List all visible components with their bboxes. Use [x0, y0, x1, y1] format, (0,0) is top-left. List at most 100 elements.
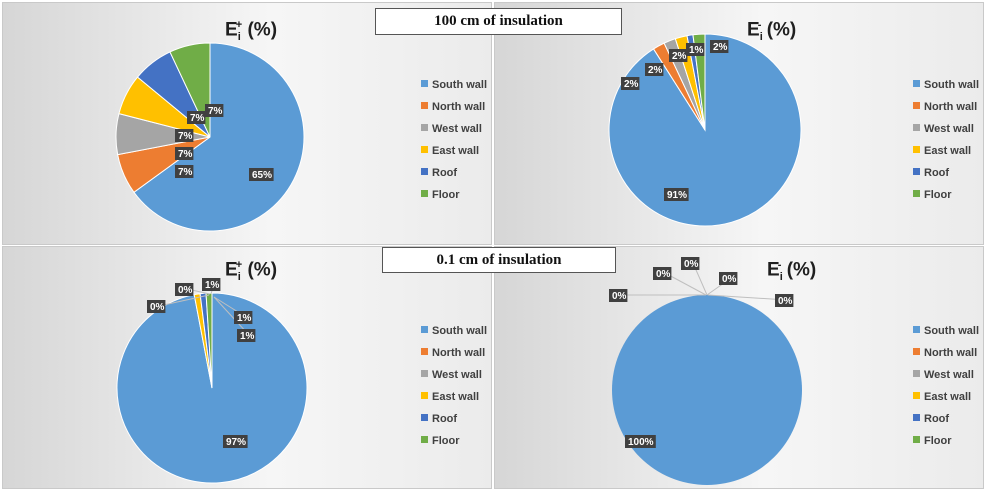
chart-title-sub: i — [759, 31, 763, 44]
legend-swatch — [421, 102, 428, 109]
legend-item-west-wall: West wall — [421, 369, 482, 383]
banner-0-1cm: 0.1 cm of insulation — [382, 247, 616, 273]
legend-item-floor: Floor — [421, 189, 460, 203]
data-label: 7% — [175, 147, 194, 160]
legend-label: South wall — [432, 79, 487, 91]
legend-label: West wall — [432, 123, 482, 135]
data-label: 1% — [237, 329, 256, 342]
chart-title: Ei- (%) — [767, 259, 816, 283]
pie-chart-top-right: 91% 2% 2% 2% 1% 2% Ei- (%) South wall North wall… — [494, 2, 984, 245]
data-label-text: 91% — [667, 190, 687, 201]
data-label-bg — [775, 294, 794, 307]
legend-item-south-wall: South wall — [913, 79, 979, 93]
leader-line — [664, 272, 707, 296]
legend-swatch — [421, 392, 428, 399]
legend-label: East wall — [432, 145, 480, 157]
legend-item-west-wall: West wall — [421, 123, 482, 137]
data-label-text: 1% — [689, 45, 704, 56]
data-label-text: 7% — [190, 113, 205, 124]
data-label: 0% — [609, 289, 628, 302]
legend-item-roof: Roof — [421, 413, 457, 427]
chart-title-main: E — [767, 259, 780, 281]
data-label-bg — [625, 435, 656, 448]
legend-label: East wall — [432, 391, 480, 403]
data-label-bg — [234, 311, 253, 324]
data-label: 1% — [202, 278, 221, 291]
pie-svg: 65%7%7%7%7%7% — [115, 42, 305, 232]
leader-line — [707, 294, 788, 301]
legend-swatch — [913, 168, 920, 175]
legend-swatch — [913, 102, 920, 109]
legend-label: North wall — [432, 347, 486, 359]
legend-item-east-wall: East wall — [421, 145, 479, 159]
data-label: 7% — [187, 111, 206, 124]
data-label: 1% — [234, 311, 253, 324]
legend-label: West wall — [924, 123, 974, 135]
data-label-text: 1% — [237, 313, 252, 324]
data-label: 65% — [249, 168, 274, 181]
legend-swatch — [421, 414, 428, 421]
pie-slice-floor — [692, 33, 706, 131]
legend-label: North wall — [924, 101, 978, 113]
legend-label: Roof — [924, 167, 950, 179]
chart-title-sup: - — [777, 259, 782, 271]
data-label: 0% — [681, 257, 700, 270]
data-label-text: 7% — [178, 131, 193, 142]
data-label-bg — [719, 272, 738, 285]
data-label: 100% — [625, 435, 656, 448]
data-label: 0% — [175, 283, 194, 296]
legend-swatch — [913, 414, 920, 421]
pie-chart-top-left: 65% 7% 7% 7% 7% 7% Ei+ (%) South wall North wall… — [2, 2, 492, 245]
data-label: 7% — [175, 165, 194, 178]
legend-label: Floor — [924, 435, 952, 447]
data-label-bg — [645, 63, 664, 76]
data-label-text: 0% — [150, 302, 165, 313]
legend-swatch — [913, 370, 920, 377]
data-label: 2% — [645, 63, 664, 76]
legend-swatch — [421, 168, 428, 175]
data-label: 91% — [664, 188, 689, 201]
legend-item-roof: Roof — [913, 413, 949, 427]
legend-item-roof: Roof — [421, 167, 457, 181]
chart-title: Ei+ (%) — [225, 259, 277, 283]
legend-item-floor: Floor — [913, 189, 952, 203]
legend-label: West wall — [432, 369, 482, 381]
legend-swatch — [421, 124, 428, 131]
data-label-text: 1% — [240, 331, 255, 342]
data-label-text: 7% — [208, 106, 223, 117]
legend-item-south-wall: South wall — [913, 325, 979, 339]
data-label-text: 100% — [628, 437, 654, 448]
legend-item-south-wall: South wall — [421, 325, 487, 339]
data-label-text: 0% — [612, 291, 627, 302]
pie-slice-south-wall — [133, 42, 305, 232]
data-label-text: 7% — [178, 149, 193, 160]
data-label-text: 2% — [624, 79, 639, 90]
legend-swatch — [421, 146, 428, 153]
data-label-text: 97% — [226, 437, 246, 448]
legend-swatch — [421, 348, 428, 355]
data-label-text: 0% — [684, 259, 699, 270]
data-label-text: 1% — [205, 280, 220, 291]
chart-title-sub: i — [237, 271, 241, 284]
chart-title-tail: (%) — [242, 259, 278, 281]
chart-title-sub: i — [779, 271, 783, 284]
data-label-bg — [147, 300, 166, 313]
data-label-bg — [175, 165, 194, 178]
legend-item-east-wall: East wall — [913, 145, 971, 159]
leader-line — [213, 296, 250, 336]
data-label-bg — [710, 40, 729, 53]
data-label-bg — [249, 168, 274, 181]
data-label-text: 0% — [656, 269, 671, 280]
legend-item-east-wall: East wall — [421, 391, 479, 405]
data-label-bg — [237, 329, 256, 342]
data-label-bg — [175, 129, 194, 142]
data-label-text: 7% — [178, 167, 193, 178]
legend-label: North wall — [432, 101, 486, 113]
data-label-text: 0% — [178, 285, 193, 296]
legend-label: Floor — [924, 189, 952, 201]
legend-item-south-wall: South wall — [421, 79, 487, 93]
data-label-text: 0% — [722, 274, 737, 285]
data-label-text: 2% — [713, 42, 728, 53]
legend-item-west-wall: West wall — [913, 369, 974, 383]
data-label-bg — [202, 278, 221, 291]
